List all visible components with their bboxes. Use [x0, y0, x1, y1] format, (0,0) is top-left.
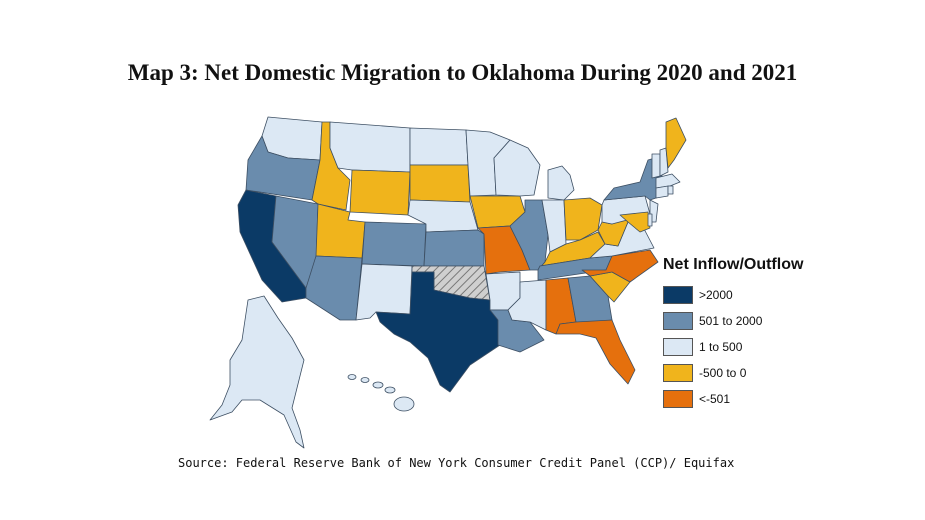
state-NH[interactable] [659, 147, 669, 177]
state-MD[interactable] [619, 211, 651, 233]
legend-label: >2000 [699, 288, 733, 302]
state-MA[interactable] [655, 173, 681, 189]
state-NM[interactable] [355, 263, 413, 321]
state-SD[interactable] [409, 164, 471, 203]
legend-item: 1 to 500 [663, 334, 803, 360]
legend-swatch [663, 364, 693, 382]
state-ND[interactable] [409, 127, 469, 166]
map-title: Map 3: Net Domestic Migration to Oklahom… [127, 60, 798, 85]
legend-label: 501 to 2000 [699, 314, 763, 328]
state-AK[interactable] [209, 295, 305, 449]
source-note: Source: Federal Reserve Bank of New York… [178, 456, 735, 470]
legend-item: -500 to 0 [663, 360, 803, 386]
legend-label: -500 to 0 [699, 366, 747, 380]
state-NC[interactable] [581, 249, 659, 283]
state-CT[interactable] [655, 185, 669, 199]
legend-item: >2000 [663, 282, 803, 308]
legend-label: 1 to 500 [699, 340, 743, 354]
state-CO[interactable] [361, 221, 427, 267]
legend-swatch [663, 390, 693, 408]
state-RI[interactable] [667, 185, 674, 195]
legend-label: <-501 [699, 392, 731, 406]
state-HI[interactable] [347, 374, 415, 412]
state-KS[interactable] [423, 229, 485, 267]
legend-swatch [663, 338, 693, 356]
state-WY[interactable] [349, 169, 411, 216]
state-ME[interactable] [665, 117, 687, 169]
legend-title: Net Inflow/Outflow [663, 256, 804, 273]
legend-item: <-501 [663, 386, 803, 412]
legend: Net Inflow/Outflow >2000 501 to 2000 1 t… [663, 256, 803, 412]
state-AZ[interactable] [305, 255, 363, 321]
state-VT[interactable] [651, 153, 661, 179]
legend-swatch [663, 312, 693, 330]
legend-item: 501 to 2000 [663, 308, 803, 334]
state-TX[interactable] [375, 271, 501, 393]
state-MI[interactable] [547, 165, 575, 201]
state-FL[interactable] [555, 319, 636, 385]
legend-swatch [663, 286, 693, 304]
state-MT[interactable] [329, 121, 411, 173]
state-WI[interactable] [493, 139, 541, 197]
state-DE[interactable] [647, 213, 653, 227]
